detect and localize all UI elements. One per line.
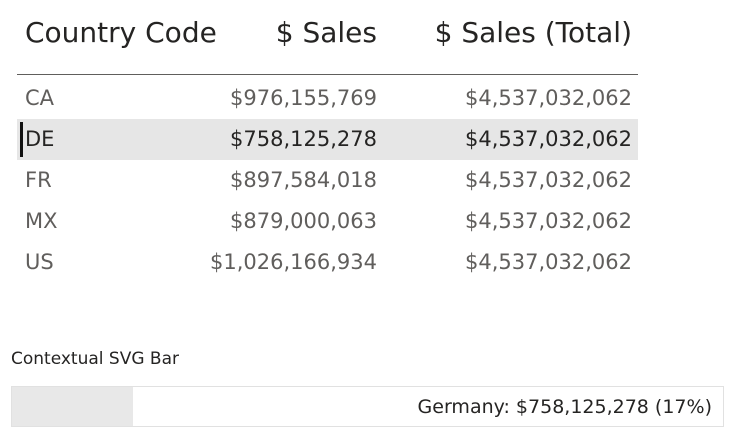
table-row[interactable]: DE $758,125,278 $4,537,032,062 [17, 119, 638, 160]
sales-cell: $879,000,063 [230, 209, 377, 233]
bar-label: Germany: $758,125,278 (17%) [417, 396, 712, 418]
column-header-sales-total[interactable]: $ Sales (Total) [434, 16, 632, 49]
sales-cell: $897,584,018 [230, 168, 377, 192]
country-code-cell: CA [25, 86, 55, 110]
table-body: CA $976,155,769 $4,537,032,062 DE $758,125,2… [17, 78, 638, 283]
sales-table: Country Code $ Sales $ Sales (Total) CA $… [17, 0, 638, 283]
table-row[interactable]: US $1,026,166,934 $4,537,032,062 [17, 242, 638, 283]
sales-total-cell: $4,537,032,062 [465, 168, 632, 192]
sales-cell: $1,026,166,934 [210, 250, 377, 274]
sales-total-cell: $4,537,032,062 [465, 86, 632, 110]
bar-fill [12, 387, 133, 426]
table-row[interactable]: FR $897,584,018 $4,537,032,062 [17, 160, 638, 201]
column-header-sales[interactable]: $ Sales [275, 16, 377, 49]
country-code-cell: MX [25, 209, 58, 233]
contextual-svg-bar: Germany: $758,125,278 (17%) [11, 386, 724, 427]
country-code-cell: FR [25, 168, 52, 192]
visual-title: Contextual SVG Bar [11, 349, 179, 369]
country-code-cell: DE [25, 127, 55, 151]
country-code-cell: US [25, 250, 54, 274]
sales-total-cell: $4,537,032,062 [465, 127, 632, 151]
table-row[interactable]: CA $976,155,769 $4,537,032,062 [17, 78, 638, 119]
sales-total-cell: $4,537,032,062 [465, 250, 632, 274]
table-row[interactable]: MX $879,000,063 $4,537,032,062 [17, 201, 638, 242]
sales-cell: $976,155,769 [230, 86, 377, 110]
table-header: Country Code $ Sales $ Sales (Total) [17, 0, 638, 75]
sales-cell: $758,125,278 [230, 127, 377, 151]
sales-total-cell: $4,537,032,062 [465, 209, 632, 233]
column-header-country-code[interactable]: Country Code [25, 16, 217, 49]
